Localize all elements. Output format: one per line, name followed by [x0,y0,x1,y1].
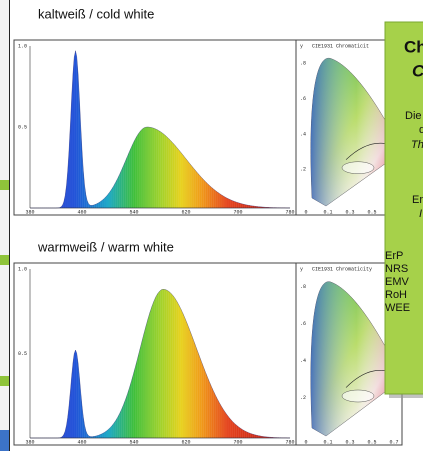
box-text: C [412,61,423,80]
spectrum-curve [30,50,291,209]
cie-y-tick: .8 [300,60,306,66]
box-text: I [419,208,422,220]
cie-ellipse [341,389,375,403]
x-tick-label: 780 [285,209,294,215]
y-tick-label: 1.0 [18,266,27,272]
sidebar-mark [0,255,9,265]
x-tick-label: 700 [233,209,242,215]
x-tick-label: 380 [25,209,34,215]
section-label: warmweiß / warm white [37,239,174,254]
x-tick-label: 460 [77,209,86,215]
x-tick-label: 620 [181,439,190,445]
box-text: RoH [385,289,407,301]
sidebar-mark [0,180,9,190]
box-text: NRS [385,263,408,275]
cie-title: CIE1931 Chromaticity [312,266,372,272]
cie-y-tick: .2 [300,167,306,173]
y-tick-label: 0.5 [18,124,27,130]
cie-x-tick: 0.3 [345,439,354,445]
box-text: d [419,124,423,136]
box-text: Th [411,139,423,151]
cie-ellipse [341,161,375,174]
y-tick-label: 1.0 [18,43,27,49]
cie-y-tick: .4 [300,358,306,364]
box-text: Er [412,194,423,206]
sidebar-mark [0,376,9,386]
cie-title: CIE1931 Chromaticit [312,43,369,49]
x-tick-label: 460 [77,439,86,445]
spectrum-curve [30,289,291,439]
box-text: Die [405,110,422,122]
cie-y-tick: .6 [300,96,306,102]
cie-axis-label: y [300,43,303,49]
box-text: EMV [385,276,410,288]
cie-y-tick: .4 [300,131,306,137]
cie-y-tick: .8 [300,284,306,290]
x-tick-label: 780 [285,439,294,445]
cie-x-tick: 0.1 [323,439,332,445]
box-text: ErP [385,250,403,262]
cie-overlay [310,281,402,436]
cie-y-tick: .2 [300,395,306,401]
box-text: Ch [404,37,423,56]
x-tick-label: 540 [129,439,138,445]
cie-x-tick: 0.5 [367,439,376,445]
x-tick-label: 380 [25,439,34,445]
cie-x-tick: 0.3 [345,209,354,215]
x-tick-label: 540 [129,209,138,215]
cie-x-tick: 0 [304,439,307,445]
cie-x-tick: 0.5 [367,209,376,215]
section-label: kaltweiß / cold white [38,6,154,21]
x-tick-label: 620 [181,209,190,215]
y-tick-label: 0.5 [18,351,27,357]
sidebar [0,0,10,451]
sidebar-mark [0,430,9,451]
cie-axis-label: y [300,266,303,272]
cie-y-tick: .6 [300,321,306,327]
box-text: WEE [385,302,410,314]
cie-x-tick: 0 [304,209,307,215]
planck-locus [345,370,387,388]
x-tick-label: 700 [233,439,242,445]
cie-x-tick: 0.7 [389,439,398,445]
planck-locus [345,142,387,160]
cie-x-tick: 0.1 [323,209,332,215]
cie-overlay [310,58,402,206]
